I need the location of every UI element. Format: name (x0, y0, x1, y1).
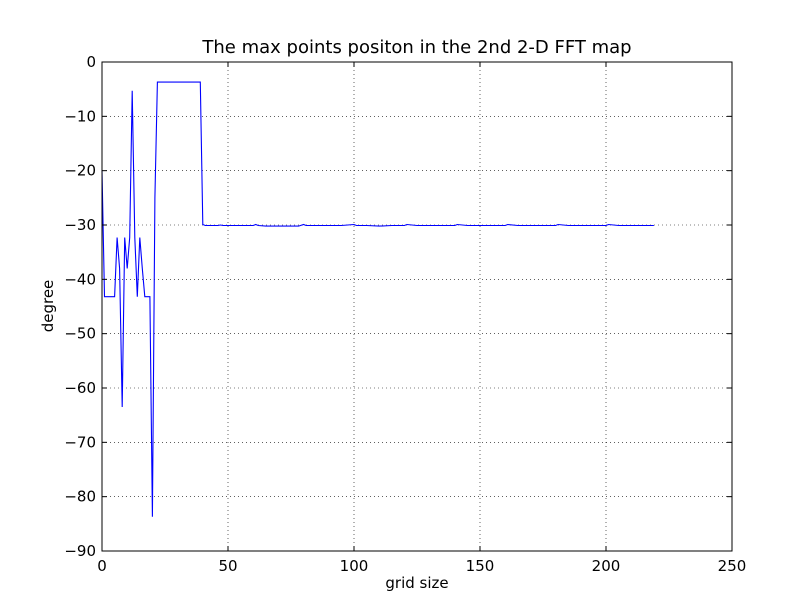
x-tick-label: 100 (340, 557, 369, 575)
data-series (101, 81, 654, 517)
y-tick-label: −10 (64, 107, 96, 125)
y-tick-label: −50 (64, 325, 96, 343)
plot-frame (101, 61, 733, 552)
x-tick-labels: 0 50 100 150 200 250 (97, 557, 746, 575)
chart-title: The max points positon in the 2nd 2-D FF… (201, 37, 631, 58)
y-tick-label: 0 (86, 53, 96, 71)
x-tick-label: 0 (97, 557, 107, 575)
y-axis-label: degree (39, 280, 57, 333)
series-line (101, 81, 654, 517)
axis-ticks (101, 61, 733, 552)
y-tick-labels: 0 −10 −20 −30 −40 −50 −60 −70 −80 −90 (64, 53, 96, 560)
y-tick-label: −30 (64, 216, 96, 234)
y-tick-label: −90 (64, 542, 96, 560)
y-tick-label: −70 (64, 433, 96, 451)
x-axis-label: grid size (385, 574, 448, 592)
x-tick-label: 200 (592, 557, 621, 575)
y-tick-label: −80 (64, 488, 96, 506)
y-tick-label: −40 (64, 270, 96, 288)
y-tick-label: −60 (64, 379, 96, 397)
x-tick-label: 150 (466, 557, 495, 575)
x-tick-label: 250 (718, 557, 747, 575)
x-tick-label: 50 (218, 557, 237, 575)
y-tick-label: −20 (64, 162, 96, 180)
